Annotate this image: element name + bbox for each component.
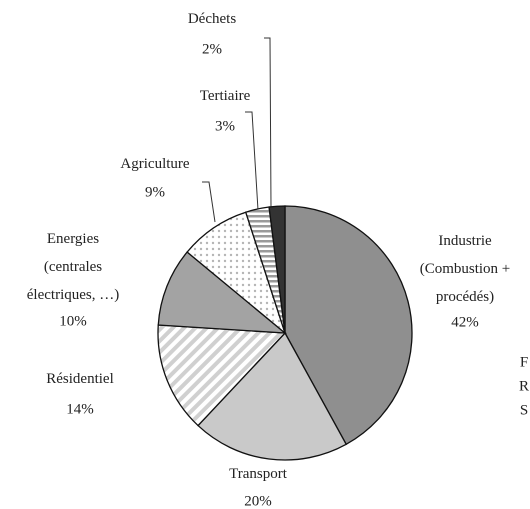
slice-label: Agriculture [120,156,189,172]
annotation: F [520,354,528,370]
value-label: 10% [59,313,87,329]
value-label: 14% [66,401,94,417]
annotation: S [520,402,528,418]
leader-lines [202,37,272,223]
slice-label: Résidentiel [46,371,114,387]
value-label: 3% [215,118,235,134]
slice-label: Transport [229,466,288,482]
slice-label: Déchets [188,11,236,27]
pie-slice [284,205,413,446]
slice-label: Industrie (Combustion + procédés) [420,233,511,305]
pie-slice [268,205,286,334]
annotation: R [519,378,529,394]
slice-label: Tertiaire [200,88,251,104]
pie-slice [157,251,287,334]
value-label: 9% [145,184,165,200]
value-label: 20% [244,493,272,509]
value-label: 2% [202,41,222,57]
value-label: 42% [451,314,479,330]
slice-label: Energies (centrales électriques, …) [27,231,119,303]
pie-slice [157,324,287,427]
pie-slice [197,331,348,461]
